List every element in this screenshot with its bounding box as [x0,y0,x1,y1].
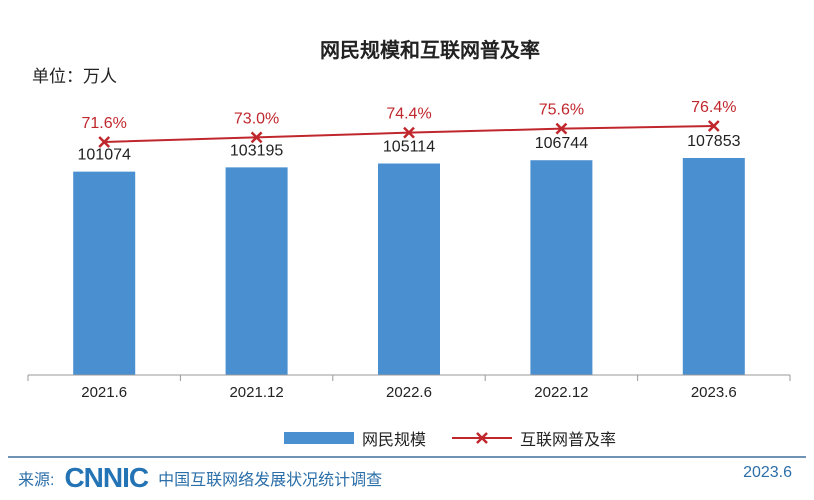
legend-line-swatch [452,432,512,444]
legend-bar-swatch [283,432,354,444]
line-data-label: 75.6% [539,102,584,119]
source-label: 来源: [18,472,55,489]
bar [225,167,288,375]
legend-label: 互联网普及率 [520,432,617,449]
unit-label: 单位：万人 [32,67,117,86]
source-text: 中国互联网络发展状况统计调查 [158,472,383,489]
line-marker [707,120,720,132]
bar-data-label: 101074 [78,147,131,164]
x-tick-label: 2021.6 [81,384,127,401]
legend-item-line: 互联网普及率 [452,426,616,450]
line-data-label: 76.4% [691,99,736,116]
bar-data-label: 103195 [230,142,283,159]
footer-date: 2023.6 [743,464,792,481]
cnnic-logo: CNNIC [64,462,149,493]
chart-title: 网民规模和互联网普及率 [320,40,540,62]
line-marker [250,131,263,144]
bar-data-label: 106744 [535,135,588,152]
line-data-label: 71.6% [82,115,127,132]
bar-data-label: 107853 [687,133,740,150]
bar [530,160,593,375]
bar [378,163,440,375]
line-marker [403,126,415,139]
x-tick-label: 2021.12 [229,384,283,401]
legend-item-bar: 网民规模 [283,426,426,450]
x-tick-label: 2022.12 [534,384,588,401]
bar-data-label: 105114 [383,139,435,156]
line-marker [98,136,111,148]
line-data-label: 74.4% [386,106,431,123]
bar [73,171,136,375]
line-marker [555,122,568,135]
legend: 网民规模 互联网普及率 [250,426,650,450]
x-tick-label: 2023.6 [691,384,737,401]
source: 来源: CNNIC 中国互联网络发展状况统计调查 [18,462,382,494]
legend-label: 网民规模 [361,432,426,449]
footer-divider [8,456,806,458]
line-data-label: 73.0% [234,110,279,127]
x-tick-label: 2022.6 [386,384,432,401]
chart-area: 2021.6 101074 2021.12 103195 2022.6 105114 202… [27,99,791,401]
bar [682,157,745,375]
